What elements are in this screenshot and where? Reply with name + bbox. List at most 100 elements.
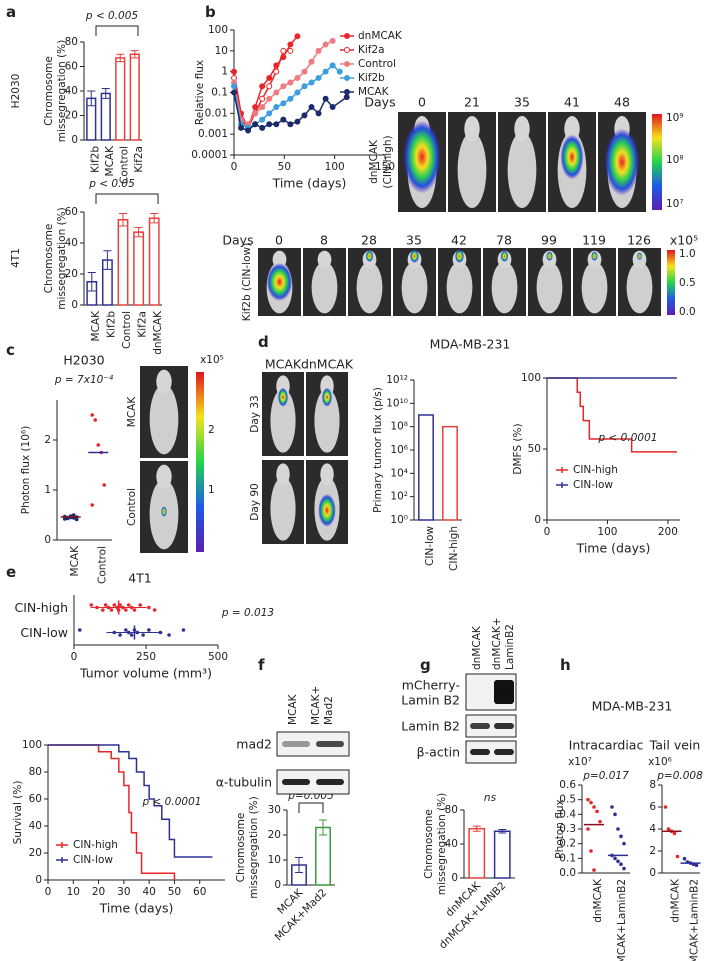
point bbox=[589, 849, 593, 853]
point bbox=[595, 809, 599, 814]
mouse-body bbox=[457, 132, 487, 208]
mouse-body bbox=[149, 384, 179, 455]
point bbox=[231, 68, 237, 75]
colorbar bbox=[667, 250, 675, 315]
band bbox=[316, 779, 344, 785]
point bbox=[238, 124, 245, 131]
y-tick-label: 0.0001 bbox=[191, 149, 228, 161]
x-tick-label: MCAK bbox=[104, 145, 116, 177]
point bbox=[132, 608, 137, 612]
column-label: dnMCAK bbox=[301, 357, 354, 372]
y-tick-label: 30 bbox=[268, 804, 281, 816]
y-tick-label: 10² bbox=[390, 491, 408, 503]
legend-swatch bbox=[56, 842, 68, 848]
blot-row-label: Lamin B2 bbox=[401, 719, 460, 734]
point bbox=[266, 74, 273, 81]
x-tick-label: 0 bbox=[231, 161, 238, 173]
section-header: MDA-MB-231 bbox=[430, 337, 511, 352]
mouse-head bbox=[564, 116, 580, 142]
point bbox=[74, 517, 79, 522]
legend-label: CIN-high bbox=[573, 464, 618, 476]
y-axis-label: Chromosome bbox=[235, 813, 247, 883]
point bbox=[141, 633, 145, 637]
panel-letter: b bbox=[205, 3, 216, 21]
legend-label: CIN-high bbox=[73, 839, 118, 851]
point bbox=[93, 418, 98, 422]
point bbox=[112, 603, 117, 607]
blot-row-label: mCherry- bbox=[402, 678, 460, 693]
error-bar bbox=[498, 829, 507, 834]
mouse-body bbox=[491, 261, 518, 314]
mouse-head bbox=[156, 464, 172, 489]
day: 119 bbox=[582, 233, 606, 248]
y-tick-label: 20 bbox=[65, 110, 78, 122]
point bbox=[152, 608, 157, 612]
chart-title: Intracardiac bbox=[569, 738, 644, 753]
y-tick-label: 1 bbox=[221, 66, 228, 78]
band bbox=[470, 723, 490, 729]
point bbox=[167, 633, 171, 637]
y-tick-label: 1 bbox=[44, 484, 51, 496]
y-axis-label: missegregation (%) bbox=[248, 796, 260, 898]
point bbox=[294, 118, 301, 125]
signal bbox=[500, 250, 509, 262]
series-line bbox=[233, 92, 348, 132]
point bbox=[273, 104, 280, 111]
panel-letter: c bbox=[6, 341, 15, 359]
point bbox=[90, 503, 95, 507]
point bbox=[610, 805, 614, 809]
point bbox=[589, 800, 593, 805]
point bbox=[280, 83, 287, 90]
days-label: Days bbox=[222, 233, 253, 248]
chart-title: 4T1 bbox=[128, 571, 152, 586]
y-tick-label: 6 bbox=[649, 801, 656, 813]
signal bbox=[266, 262, 293, 302]
point bbox=[138, 603, 143, 607]
panel-letter: a bbox=[6, 3, 16, 21]
y-tick-label: 20 bbox=[65, 268, 78, 280]
section-header: MDA-MB-231 bbox=[592, 699, 673, 714]
signal bbox=[454, 249, 465, 263]
band bbox=[316, 741, 344, 747]
mouse-head bbox=[317, 250, 332, 269]
x-tick-label: 0 bbox=[71, 651, 78, 663]
y-tick-label: 8 bbox=[649, 779, 656, 791]
point bbox=[329, 62, 336, 69]
day: 78 bbox=[496, 233, 512, 248]
mouse-body bbox=[270, 388, 296, 453]
blot-frame bbox=[276, 731, 350, 757]
band bbox=[282, 779, 310, 785]
y-tick-label: 100 bbox=[521, 372, 541, 384]
point bbox=[266, 83, 273, 90]
point bbox=[294, 89, 301, 96]
point bbox=[259, 95, 266, 102]
colorbar bbox=[652, 114, 662, 210]
point bbox=[294, 74, 301, 81]
mouse-body bbox=[270, 476, 296, 541]
y-tick-label: 4 bbox=[649, 823, 656, 835]
row-label: Day 33 bbox=[249, 395, 261, 432]
y-tick-label: 0 bbox=[44, 534, 51, 546]
blot-frame bbox=[465, 714, 517, 738]
x-tick-label: 200 bbox=[658, 526, 678, 538]
x-tick-label: dnMCAK bbox=[152, 310, 164, 355]
bar bbox=[148, 217, 160, 306]
x-tick-label: 50 bbox=[168, 886, 181, 898]
band bbox=[494, 680, 514, 704]
error-bar bbox=[87, 90, 96, 107]
point bbox=[592, 805, 596, 809]
y-axis-label: Chromosome bbox=[423, 809, 435, 879]
bar bbox=[418, 414, 434, 521]
mouse-head bbox=[276, 463, 290, 486]
x-tick-label: 30 bbox=[117, 886, 130, 898]
y-tick-label: 40 bbox=[65, 237, 78, 249]
y-tick-label: 10⁶ bbox=[390, 444, 408, 456]
scale-label: x10⁵ bbox=[670, 233, 698, 248]
day: 0 bbox=[418, 95, 426, 110]
y-tick-label: 0.01 bbox=[205, 107, 228, 119]
x-axis-label: Time (days) bbox=[272, 176, 347, 191]
lane-label: Mad2 bbox=[323, 696, 335, 725]
p-value: p = 0.013 bbox=[221, 607, 274, 619]
lane-label: dnMCAK+ bbox=[491, 617, 503, 670]
